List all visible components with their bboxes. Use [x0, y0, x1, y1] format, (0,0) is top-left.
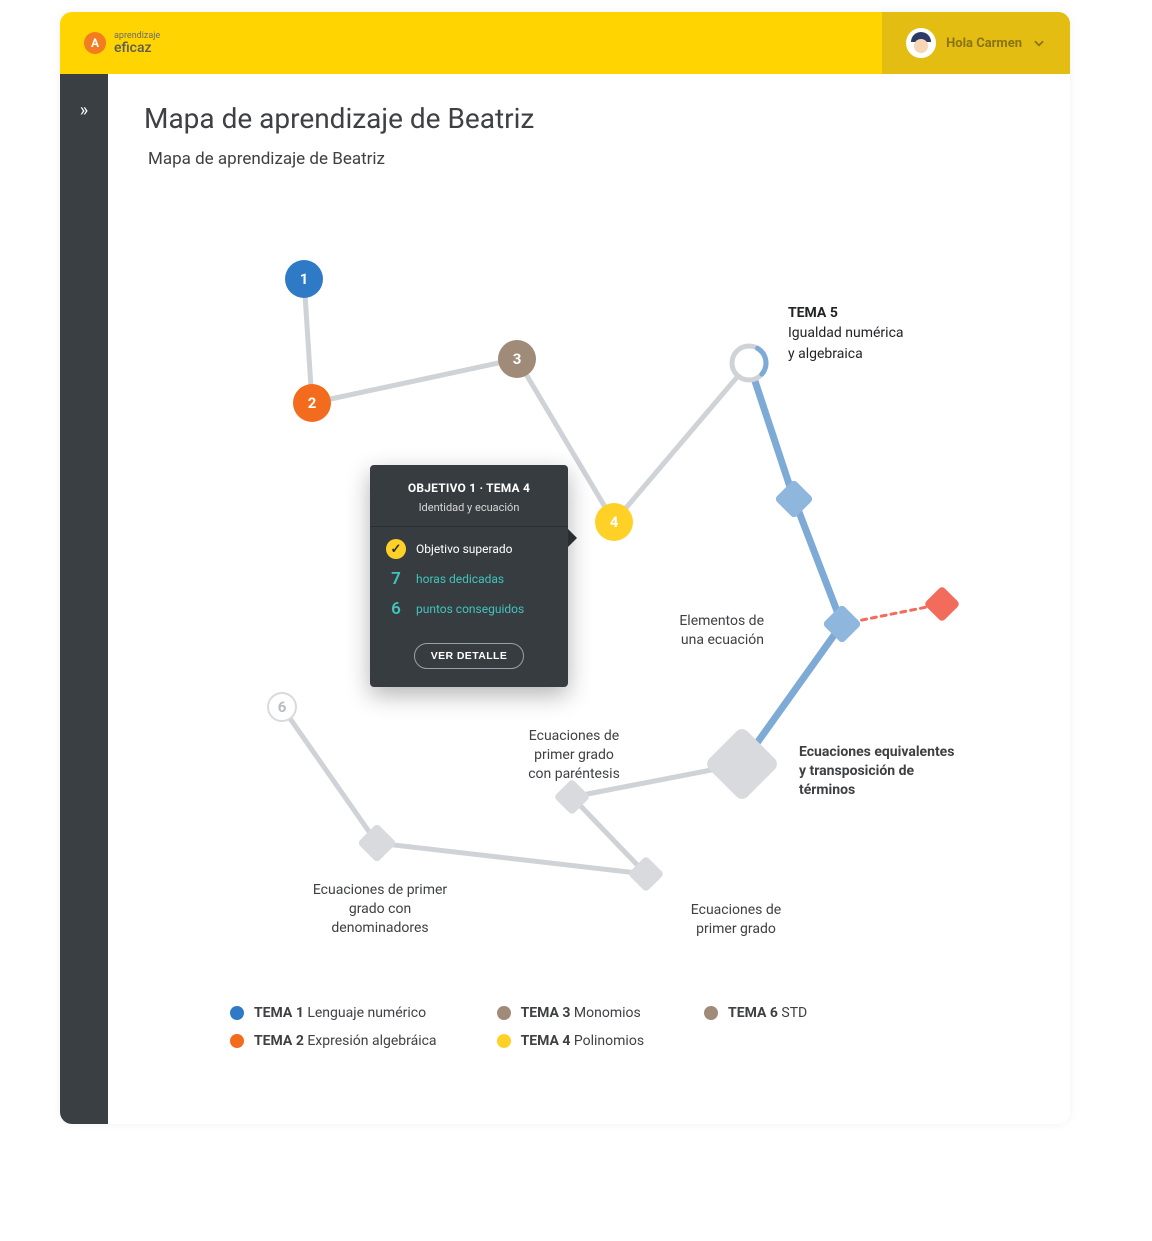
- map-node-n2[interactable]: 2: [293, 384, 331, 422]
- sidebar: »: [60, 74, 108, 1124]
- map-node-n4[interactable]: 4: [595, 503, 633, 541]
- user-menu[interactable]: Hola Carmen: [882, 12, 1070, 74]
- swatch-icon: [704, 1006, 718, 1020]
- logo-text: aprendizaje eficaz: [114, 32, 160, 55]
- swatch-icon: [497, 1006, 511, 1020]
- logo-text-bottom: eficaz: [114, 41, 160, 55]
- tooltip-subtitle: Identidad y ecuación: [386, 501, 552, 514]
- map-label-0: Elementos deuna ecuación: [679, 612, 764, 650]
- map-label-2: Ecuaciones deprimer gradocon paréntesis: [528, 727, 620, 784]
- logo[interactable]: A aprendizaje eficaz: [60, 32, 160, 55]
- map-label-1: Ecuaciones equivalentesy transposición d…: [799, 743, 954, 800]
- map-label-4: Ecuaciones de primergrado condenominador…: [313, 881, 447, 938]
- points-value: 6: [386, 599, 406, 619]
- swatch-icon: [497, 1034, 511, 1048]
- objective-tooltip: OBJETIVO 1 · TEMA 4 Identidad y ecuación…: [370, 465, 568, 687]
- tooltip-status: Objetivo superado: [416, 542, 513, 556]
- map-node-n1[interactable]: 1: [285, 260, 323, 298]
- legend-col-0: TEMA 1 Lenguaje numérico TEMA 2 Expresión…: [230, 1005, 437, 1049]
- legend-col-1: TEMA 3 Monomios TEMA 4 Polinomios: [497, 1005, 644, 1049]
- hours-value: 7: [386, 569, 406, 589]
- legend-item: TEMA 2 Expresión algebráica: [230, 1033, 437, 1049]
- legend-item: TEMA 6 STD: [704, 1005, 807, 1021]
- main-content: Mapa de aprendizaje de Beatriz Mapa de a…: [108, 74, 1070, 1124]
- page-subtitle: Mapa de aprendizaje de Beatriz: [144, 149, 1034, 169]
- legend-item: TEMA 3 Monomios: [497, 1005, 644, 1021]
- learning-map: 1 2 3 4 6 TEMA 5Igualdad numéricay algebraica…: [144, 209, 1014, 979]
- node5-label: TEMA 5Igualdad numéricay algebraica: [788, 303, 904, 364]
- legend-item: TEMA 1 Lenguaje numérico: [230, 1005, 437, 1021]
- check-icon: ✓: [386, 539, 406, 559]
- logo-badge-icon: A: [84, 32, 106, 54]
- swatch-icon: [230, 1034, 244, 1048]
- greeting-text: Hola Carmen: [946, 36, 1022, 51]
- avatar-icon: [906, 28, 936, 58]
- map-label-3: Ecuaciones deprimer grado: [691, 901, 781, 939]
- view-detail-button[interactable]: VER DETALLE: [414, 643, 525, 669]
- chevron-down-icon: [1032, 36, 1046, 50]
- legend: TEMA 1 Lenguaje numérico TEMA 2 Expresión…: [144, 979, 1034, 1059]
- map-node-n6[interactable]: 6: [267, 692, 297, 722]
- page-title: Mapa de aprendizaje de Beatriz: [144, 102, 1034, 135]
- legend-item: TEMA 4 Polinomios: [497, 1033, 644, 1049]
- expand-sidebar-icon[interactable]: »: [80, 100, 88, 1124]
- header: A aprendizaje eficaz Hola Carmen: [60, 12, 1070, 74]
- tooltip-title: OBJETIVO 1 · TEMA 4: [386, 481, 552, 495]
- hours-label: horas dedicadas: [416, 572, 504, 586]
- points-label: puntos conseguidos: [416, 602, 524, 616]
- app-shell: A aprendizaje eficaz Hola Carmen » Mapa …: [60, 12, 1070, 1124]
- map-node-n3[interactable]: 3: [498, 340, 536, 378]
- swatch-icon: [230, 1006, 244, 1020]
- legend-col-2: TEMA 6 STD: [704, 1005, 807, 1049]
